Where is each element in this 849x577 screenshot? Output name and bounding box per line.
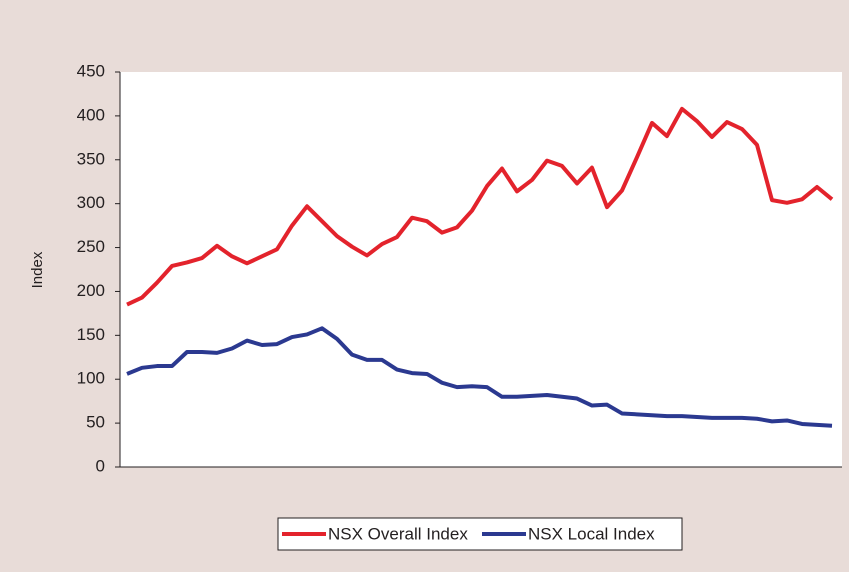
y-tick-label: 400 <box>77 105 105 124</box>
y-tick-label: 300 <box>77 193 105 212</box>
data-line <box>126 106 834 307</box>
y-tick-label: 450 <box>77 61 105 80</box>
y-tick-label: 0 <box>96 456 105 475</box>
y-tick-label: 50 <box>86 413 105 432</box>
y-tick-label: 250 <box>77 237 105 256</box>
y-axis-label: Index <box>29 251 46 288</box>
plot-area <box>120 72 842 467</box>
legend-label: NSX Local Index <box>528 524 655 543</box>
legend-label: NSX Overall Index <box>328 524 468 543</box>
legend <box>277 517 683 551</box>
y-tick-label: 100 <box>77 369 105 388</box>
y-tick-label: 350 <box>77 149 105 168</box>
y-tick-label: 200 <box>77 281 105 300</box>
y-tick-label: 150 <box>77 325 105 344</box>
data-line <box>126 326 833 428</box>
